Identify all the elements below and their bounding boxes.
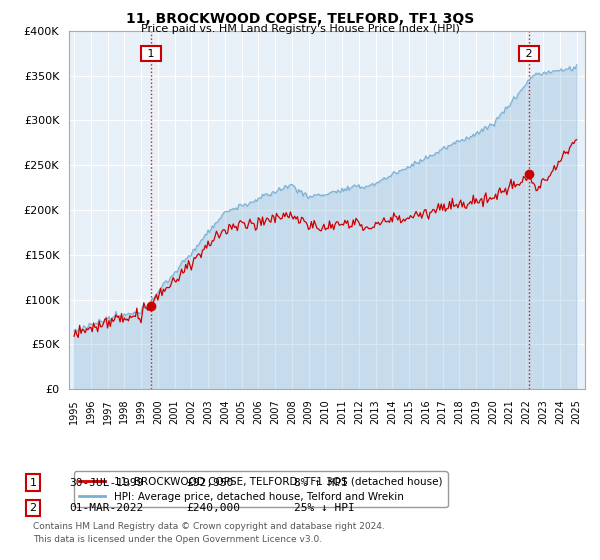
Text: £92,950: £92,950 <box>186 478 233 488</box>
Legend: 11, BROCKWOOD COPSE, TELFORD, TF1 3QS (detached house), HPI: Average price, deta: 11, BROCKWOOD COPSE, TELFORD, TF1 3QS (d… <box>74 472 448 507</box>
Text: Contains HM Land Registry data © Crown copyright and database right 2024.
This d: Contains HM Land Registry data © Crown c… <box>33 522 385 544</box>
Text: 2: 2 <box>29 503 37 513</box>
Text: 11, BROCKWOOD COPSE, TELFORD, TF1 3QS: 11, BROCKWOOD COPSE, TELFORD, TF1 3QS <box>126 12 474 26</box>
Text: 01-MAR-2022: 01-MAR-2022 <box>69 503 143 513</box>
Text: 25% ↓ HPI: 25% ↓ HPI <box>294 503 355 513</box>
Text: 2: 2 <box>522 49 536 59</box>
Text: 30-JUL-1999: 30-JUL-1999 <box>69 478 143 488</box>
Text: Price paid vs. HM Land Registry's House Price Index (HPI): Price paid vs. HM Land Registry's House … <box>140 24 460 34</box>
Text: £240,000: £240,000 <box>186 503 240 513</box>
Text: 1: 1 <box>29 478 37 488</box>
Text: 8% ↑ HPI: 8% ↑ HPI <box>294 478 348 488</box>
Text: 1: 1 <box>144 49 158 59</box>
